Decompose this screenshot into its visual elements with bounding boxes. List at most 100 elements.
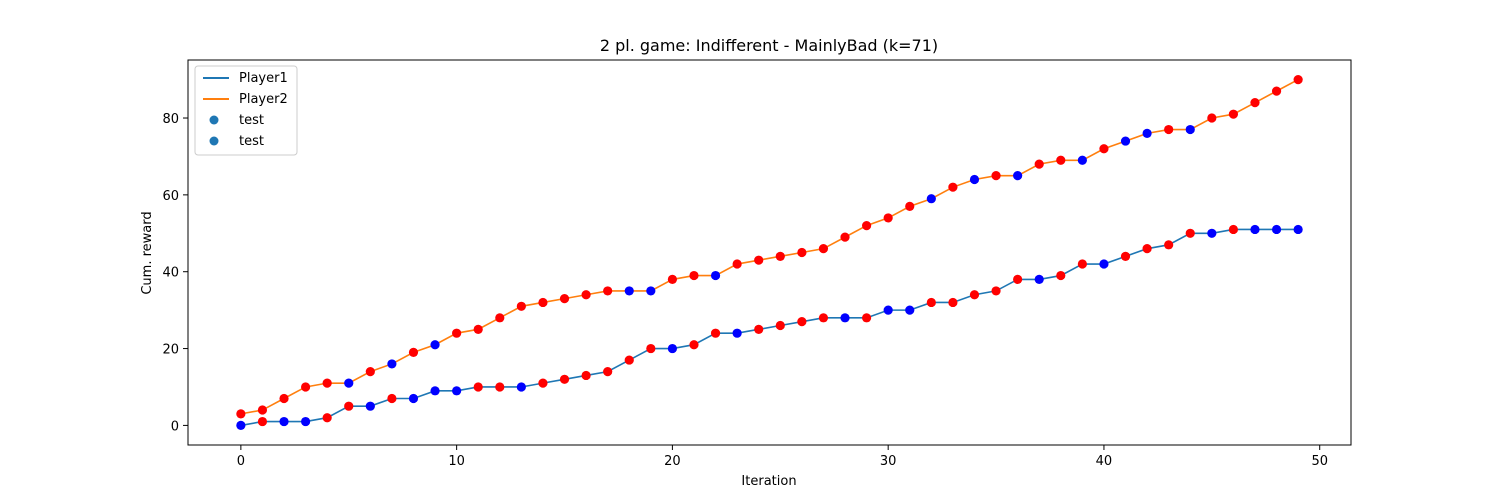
data-point-player2 — [559, 294, 570, 304]
data-point-player2 — [279, 393, 289, 404]
data-point-player1 — [775, 320, 785, 331]
data-point-player1 — [905, 305, 915, 315]
x-tick-label: 30 — [880, 454, 897, 469]
data-point-player1 — [754, 324, 764, 334]
data-point-player2 — [797, 247, 807, 258]
data-point-player1 — [322, 413, 332, 423]
data-point-player1 — [1142, 244, 1152, 254]
data-point-player1 — [948, 297, 958, 308]
data-point-player2 — [667, 274, 678, 284]
x-tick-label: 40 — [1096, 454, 1113, 469]
data-point-player2 — [1228, 109, 1239, 119]
plot-frame — [187, 59, 1352, 446]
data-point-player1 — [926, 297, 936, 308]
data-point-player1 — [516, 382, 526, 392]
x-tick-label: 20 — [664, 454, 681, 469]
data-point-player2 — [1142, 128, 1152, 138]
data-point-player1 — [495, 382, 505, 392]
data-point-player2 — [344, 378, 354, 388]
data-point-player1 — [452, 386, 462, 396]
data-point-player1 — [991, 286, 1001, 296]
data-point-player2 — [1271, 86, 1282, 96]
legend-label-player2: Player2 — [239, 92, 288, 107]
data-point-player1 — [840, 313, 850, 323]
data-point-player2 — [581, 290, 591, 300]
y-tick-label: 60 — [162, 189, 179, 204]
data-point-player2 — [365, 367, 375, 377]
data-point-player2 — [1013, 171, 1023, 181]
data-point-player2 — [775, 251, 785, 261]
data-point-player1 — [646, 343, 656, 354]
legend: Player1 Player2 test test — [194, 65, 298, 156]
data-point-player1 — [732, 328, 742, 338]
data-point-player2 — [1120, 136, 1131, 146]
data-point-player2 — [1207, 113, 1217, 123]
x-tick-label: 50 — [1311, 454, 1328, 469]
data-point-player2 — [754, 255, 764, 265]
data-point-player1 — [257, 416, 268, 427]
data-point-player1 — [1056, 270, 1066, 281]
data-point-player1 — [710, 328, 721, 338]
data-point-player1 — [1013, 274, 1023, 284]
y-tick-label: 40 — [162, 266, 179, 281]
data-point-player1 — [387, 393, 397, 404]
data-point-player1 — [1271, 224, 1282, 235]
data-point-player2 — [516, 301, 526, 311]
data-point-player1 — [603, 367, 613, 377]
data-point-player2 — [322, 378, 332, 388]
legend-marker-test-2 — [209, 136, 219, 146]
ticks-layer: 0 10 20 30 40 50 0 20 40 60 80 — [162, 112, 1328, 469]
x-tick-label: 0 — [237, 454, 245, 469]
data-point-player1 — [624, 355, 634, 365]
data-point-player1 — [1034, 274, 1044, 284]
legend-label-player1: Player1 — [239, 71, 288, 86]
data-point-player2 — [1099, 144, 1109, 154]
series-layer — [236, 75, 1303, 430]
data-point-player1 — [300, 416, 311, 427]
legend-label-test-1: test — [239, 113, 264, 128]
data-point-player2 — [905, 201, 915, 211]
data-point-player2 — [710, 270, 721, 281]
data-point-player1 — [1099, 259, 1109, 269]
data-point-player1 — [1293, 224, 1303, 235]
data-point-player1 — [1250, 224, 1260, 235]
data-point-player1 — [1120, 251, 1131, 261]
data-point-player2 — [1034, 159, 1044, 169]
data-point-player2 — [883, 213, 893, 223]
data-point-player2 — [1185, 124, 1195, 135]
data-point-player2 — [1077, 155, 1087, 165]
data-point-player2 — [862, 221, 872, 231]
data-point-player2 — [732, 259, 742, 269]
data-point-player1 — [1077, 259, 1087, 269]
data-point-player1 — [1228, 224, 1239, 235]
data-point-player2 — [1293, 75, 1303, 85]
data-point-player1 — [667, 343, 678, 354]
x-tick-label: 10 — [448, 454, 465, 469]
data-point-player2 — [969, 174, 980, 185]
data-point-player2 — [538, 297, 548, 308]
data-point-player2 — [452, 328, 462, 338]
data-point-player1 — [344, 401, 354, 411]
data-point-player2 — [689, 270, 699, 281]
legend-frame — [194, 65, 298, 156]
data-point-player2 — [300, 382, 311, 392]
data-point-player1 — [279, 416, 289, 427]
data-point-player1 — [559, 374, 570, 384]
data-point-player1 — [538, 378, 548, 388]
data-point-player2 — [1250, 98, 1260, 108]
data-point-player2 — [495, 313, 505, 323]
data-point-player2 — [948, 182, 958, 192]
data-point-player2 — [603, 286, 613, 296]
data-point-player2 — [1164, 124, 1174, 135]
legend-marker-test-1 — [209, 115, 219, 125]
data-point-player2 — [646, 286, 656, 296]
data-point-player1 — [581, 370, 591, 381]
data-point-player2 — [840, 232, 850, 242]
y-tick-label: 80 — [162, 112, 179, 127]
data-point-player1 — [862, 313, 872, 323]
data-point-player2 — [1056, 155, 1066, 165]
y-tick-label: 0 — [171, 419, 179, 434]
data-point-player2 — [236, 409, 246, 419]
data-point-player1 — [689, 340, 699, 350]
